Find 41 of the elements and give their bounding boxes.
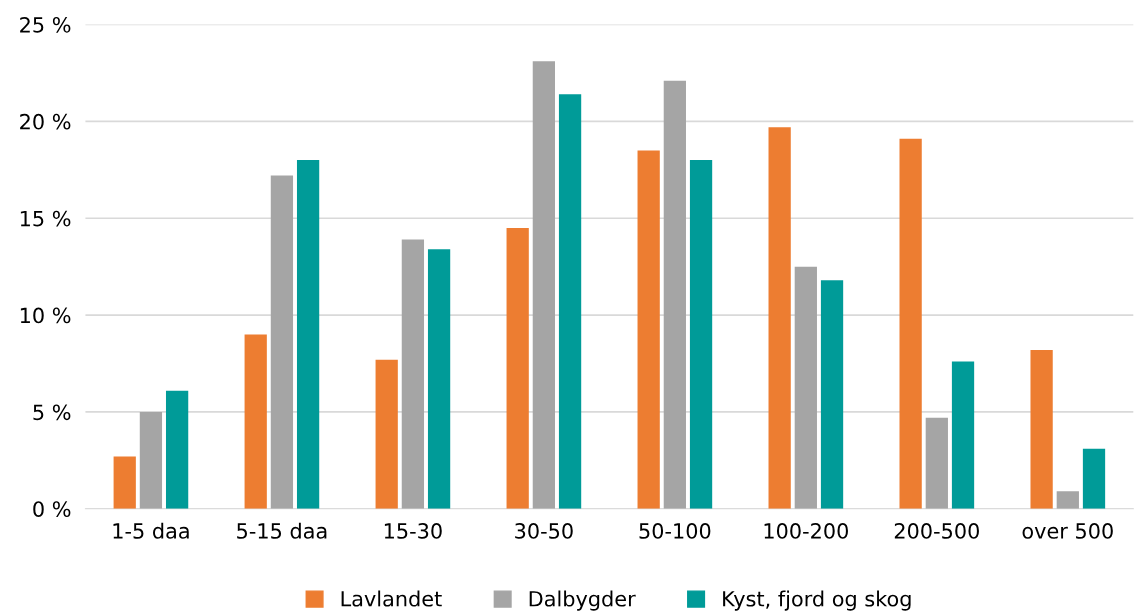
x-tick-label: over 500: [1022, 523, 1113, 539]
y-tick-label: 5 %: [33, 404, 71, 421]
y-tick-label: 0 %: [33, 501, 71, 517]
bar: [637, 150, 660, 509]
bar: [1030, 349, 1053, 509]
y-tick-label: 10 %: [20, 307, 71, 324]
bar: [689, 160, 713, 509]
bar: [139, 411, 163, 509]
bar: [296, 160, 320, 509]
bar: [375, 359, 398, 509]
bar: [270, 175, 294, 509]
bar: [794, 266, 817, 509]
y-tick-label: 25 %: [20, 16, 71, 33]
bar: [558, 94, 582, 509]
bar: [925, 417, 948, 509]
x-tick-label: 30-50: [515, 523, 573, 539]
bar: [663, 80, 686, 509]
x-tick-label: 50-100: [639, 523, 711, 539]
x-tick-label: 200-500: [894, 523, 979, 539]
bar: [401, 239, 425, 509]
legend-label: Dalbygder: [529, 590, 636, 611]
y-tick-label: 15 %: [20, 210, 71, 227]
x-tick-label: 5-15 daa: [237, 522, 327, 539]
bar: [165, 390, 189, 509]
bar: [113, 456, 136, 509]
x-tick-label: 1-5 daa: [113, 522, 189, 539]
bar: [899, 138, 922, 509]
bar: [532, 61, 556, 509]
bar: [506, 227, 529, 509]
x-tick-label: 15-30: [384, 523, 442, 539]
legend-label: Lavlandet: [341, 590, 442, 607]
bar: [768, 127, 791, 509]
x-tick-label: 100-200: [764, 523, 848, 539]
bar: [820, 280, 844, 509]
bar: [951, 361, 975, 509]
legend-label: Kyst, fjord og skog: [723, 590, 911, 611]
bar: [1082, 448, 1106, 509]
bar: [244, 334, 267, 509]
bar: [427, 249, 451, 509]
y-tick-label: 20 %: [20, 113, 71, 130]
bar: [1056, 491, 1079, 509]
